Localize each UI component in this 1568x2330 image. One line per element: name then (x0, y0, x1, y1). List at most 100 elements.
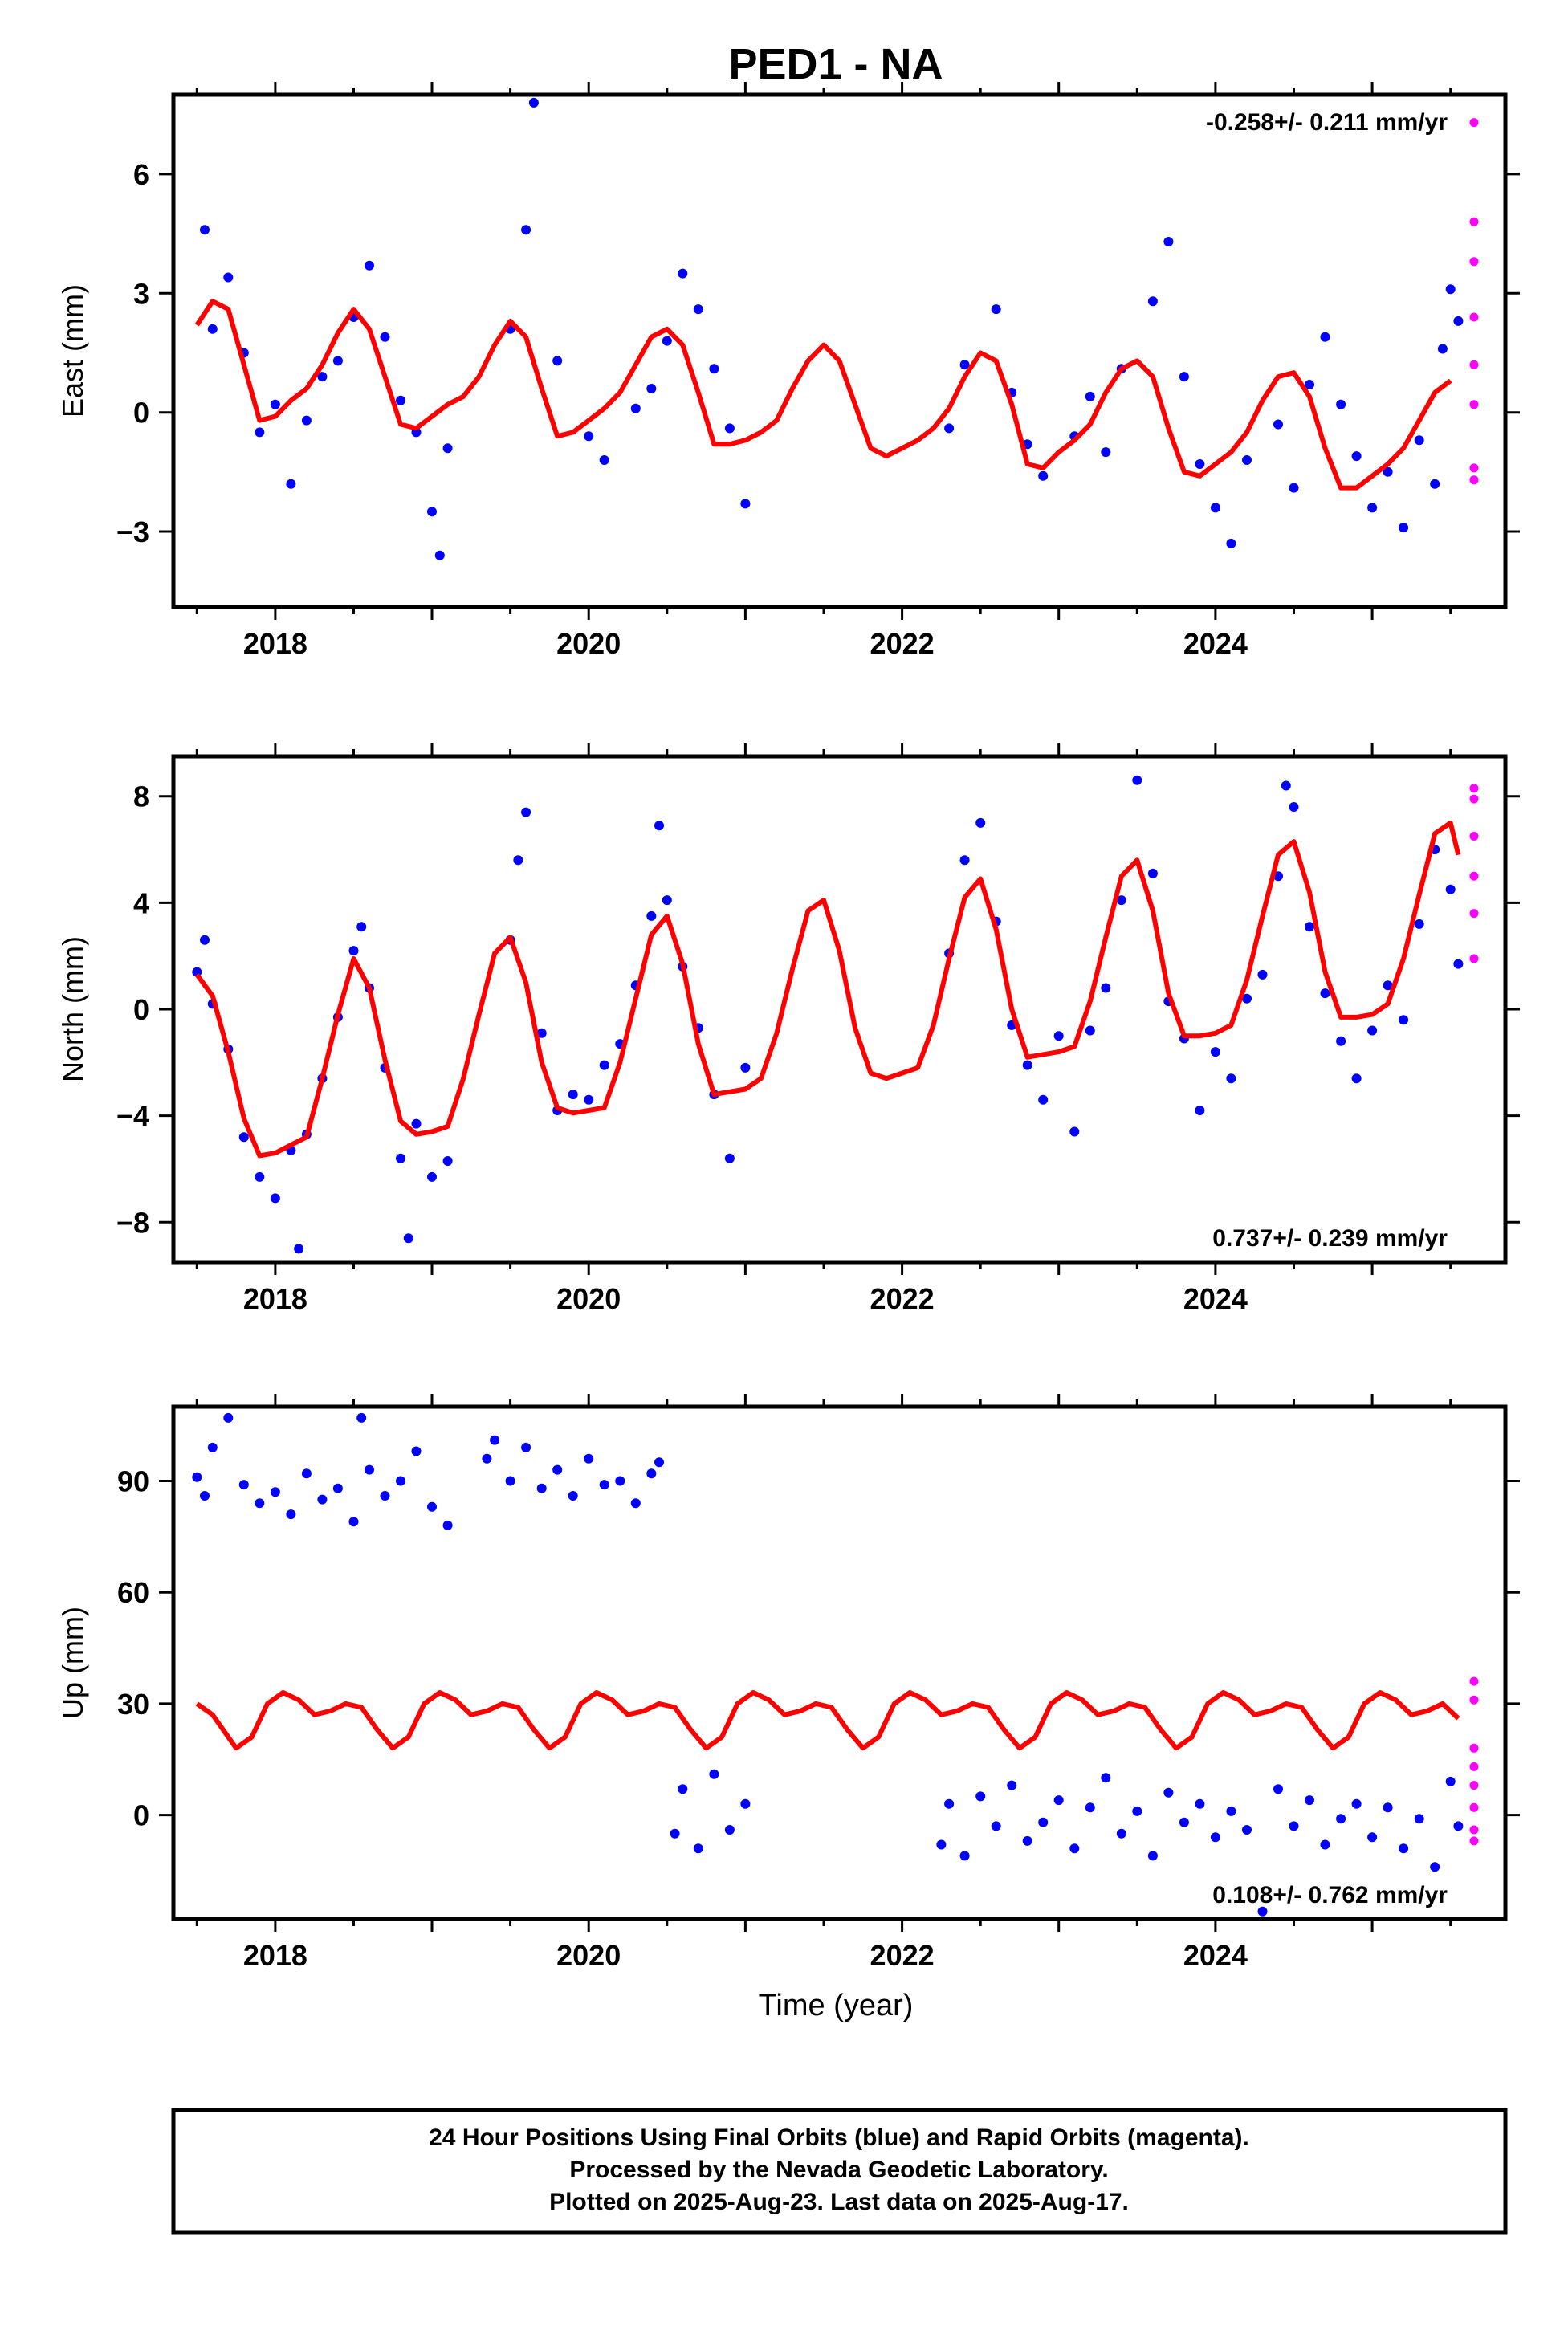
east-final-point (1437, 344, 1448, 354)
up-final-point (630, 1498, 641, 1509)
east-final-point (380, 332, 390, 342)
east-model-curve (194, 299, 1452, 491)
north-final-point (1453, 959, 1464, 969)
footer-line-2: Processed by the Nevada Geodetic Laborat… (569, 2157, 1108, 2183)
up-y-axis-label: Up (mm) (56, 1607, 89, 1719)
east-rapid-point (1469, 400, 1479, 409)
north-y-tick-label: 0 (133, 993, 149, 1026)
up-final-point (317, 1494, 328, 1505)
up-final-point (1453, 1821, 1464, 1831)
east-final-point (662, 336, 672, 346)
east-x-tick-label: 2020 (556, 627, 621, 660)
north-final-point (1210, 1047, 1220, 1057)
up-final-point (615, 1476, 625, 1486)
east-final-point (1351, 451, 1362, 462)
north-final-point (513, 855, 523, 866)
up-final-point (991, 1821, 1001, 1831)
up-panel: 2018 2020 2022 2024 0 30 60 90 Up (mm) 0.108+/- 0… (56, 1394, 1520, 1972)
up-final-point (1242, 1825, 1252, 1835)
east-final-point (528, 97, 539, 108)
north-final-point (1445, 884, 1456, 894)
up-final-point (599, 1480, 609, 1490)
up-y-tick-label: 90 (117, 1465, 149, 1498)
north-final-point (1305, 922, 1314, 932)
up-final-point (1414, 1814, 1424, 1824)
north-y-tick-label: 8 (133, 780, 149, 813)
east-final-point (944, 423, 955, 434)
east-y-tick-label: 0 (133, 397, 149, 430)
north-final-point (568, 1090, 578, 1100)
east-final-point (223, 272, 234, 283)
north-rate-label: 0.737+/- 0.239 mm/yr (1212, 1225, 1448, 1252)
north-final-point (1257, 969, 1268, 980)
east-final-point (1242, 455, 1252, 465)
footer-box: 24 Hour Positions Using Final Orbits (bl… (171, 2108, 1508, 2235)
east-final-point (270, 399, 280, 409)
east-final-point (1210, 503, 1220, 513)
up-final-point (1101, 1773, 1111, 1783)
east-final-point (200, 225, 210, 235)
up-final-point (356, 1412, 367, 1423)
north-final-point (599, 1060, 609, 1070)
east-final-point (630, 403, 641, 413)
up-final-point (286, 1509, 296, 1520)
east-final-point (207, 324, 218, 334)
north-final-point (1132, 775, 1142, 785)
up-final-point (1320, 1839, 1330, 1850)
up-final-point (552, 1464, 563, 1475)
up-final-point (192, 1472, 202, 1482)
up-final-point (1226, 1806, 1236, 1816)
up-final-point (1085, 1802, 1095, 1813)
up-final-point (1132, 1806, 1142, 1816)
up-final-point (270, 1487, 280, 1497)
up-final-point (584, 1453, 594, 1464)
east-rapid-point (1469, 217, 1479, 226)
up-final-point (944, 1798, 955, 1809)
north-final-point (1351, 1073, 1362, 1084)
up-final-point (223, 1412, 234, 1423)
up-final-point (505, 1476, 515, 1486)
up-final-point (1399, 1843, 1409, 1854)
east-final-point (599, 455, 609, 465)
east-final-point (365, 260, 374, 271)
up-final-point (1383, 1802, 1393, 1813)
east-final-point (1085, 391, 1095, 401)
north-final-point (1226, 1073, 1236, 1084)
east-final-point (521, 225, 531, 235)
up-final-point (1147, 1851, 1158, 1861)
up-final-point (482, 1453, 492, 1464)
up-final-point (975, 1791, 986, 1802)
east-final-point (1101, 447, 1111, 458)
up-final-point (1289, 1821, 1299, 1831)
up-final-point (255, 1498, 265, 1509)
east-final-point (301, 415, 312, 426)
east-y-tick-label: 6 (133, 158, 149, 191)
up-final-point (670, 1828, 680, 1839)
north-final-point (1147, 868, 1158, 878)
up-final-point (1116, 1828, 1126, 1839)
north-x-tick-label: 2022 (870, 1282, 935, 1315)
up-final-point (724, 1825, 735, 1835)
north-x-tick-label: 2024 (1183, 1282, 1248, 1315)
up-final-point (521, 1442, 531, 1452)
east-final-point (1038, 470, 1049, 481)
east-final-point (1289, 483, 1299, 493)
north-final-point (1116, 895, 1126, 906)
east-final-point (1147, 296, 1158, 307)
east-final-point (1453, 316, 1464, 326)
north-final-point (348, 946, 359, 956)
east-final-point (286, 479, 296, 489)
north-final-point (724, 1153, 735, 1163)
up-final-point (1007, 1780, 1017, 1790)
up-y-tick-label: 30 (117, 1688, 149, 1721)
east-final-point (1399, 523, 1409, 533)
up-rapid-point (1469, 1836, 1479, 1846)
east-data-layer (194, 97, 1479, 560)
up-final-point (568, 1491, 578, 1501)
north-final-point (427, 1171, 437, 1182)
east-rapid-point (1469, 312, 1479, 322)
up-final-point (1305, 1795, 1314, 1806)
north-final-point (403, 1233, 413, 1244)
up-rapid-point (1469, 1743, 1479, 1753)
up-final-point (427, 1501, 437, 1512)
